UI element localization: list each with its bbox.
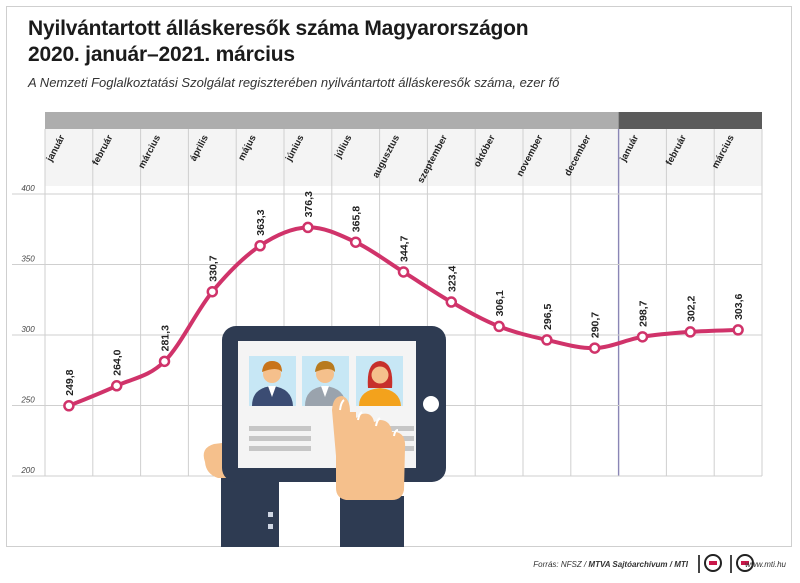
screen-text-line — [249, 426, 311, 431]
data-label: 363,3 — [255, 209, 267, 235]
pointing-hand-icon — [332, 396, 406, 500]
data-point — [493, 320, 505, 333]
data-point — [110, 380, 123, 392]
footer-separator — [698, 555, 700, 573]
data-point — [254, 239, 266, 252]
month-header — [45, 112, 762, 186]
person-avatar-icon — [356, 356, 403, 406]
data-point — [206, 285, 219, 298]
left-sleeve-button — [268, 512, 273, 517]
data-label: 264,0 — [112, 349, 124, 375]
tablet-home-button — [423, 396, 439, 412]
data-point — [63, 400, 75, 412]
chart-title-line-1: Nyilvántartott álláskeresők száma Magyar… — [28, 17, 529, 40]
chart-title-line-2: 2020. január–2021. március — [28, 43, 295, 66]
source-prefix: Forrás: NFSZ / — [533, 560, 589, 569]
data-label: 290,7 — [590, 312, 602, 338]
data-label: 303,6 — [733, 293, 745, 319]
person-avatar-icon — [249, 356, 296, 406]
data-point — [349, 236, 362, 248]
data-point — [588, 342, 601, 354]
left-sleeve-button — [268, 524, 273, 529]
data-point — [541, 334, 553, 346]
data-point — [158, 355, 171, 368]
y-tick-label: 300 — [21, 325, 35, 334]
y-tick-label: 200 — [20, 466, 35, 475]
screen-text-line — [249, 436, 311, 441]
y-axis-ticks: 200 250 300 350 400 — [20, 184, 35, 475]
data-label: 323,4 — [446, 266, 458, 292]
chart-title: Nyilvántartott álláskeresők száma Magyar… — [28, 16, 529, 68]
data-point — [684, 326, 697, 338]
website-url: www.mti.hu — [745, 560, 786, 569]
y-tick-label: 250 — [20, 396, 35, 405]
series-line — [63, 221, 744, 412]
footer-separator — [730, 555, 732, 573]
data-label: 249,8 — [64, 369, 76, 395]
data-point — [732, 324, 744, 336]
data-label: 306,1 — [494, 290, 506, 316]
data-point — [636, 331, 649, 343]
month-header-band — [45, 129, 762, 186]
period-header-bar — [45, 112, 619, 129]
data-point — [302, 221, 314, 234]
data-label: 298,7 — [638, 300, 650, 326]
source-archive: MTVA Sajtóarchívum / MTI — [588, 560, 688, 569]
left-sleeve — [221, 470, 279, 547]
data-label: 302,2 — [685, 295, 697, 321]
data-point — [445, 296, 458, 308]
chart-subtitle: A Nemzeti Foglalkoztatási Szolgálat regi… — [28, 75, 560, 90]
y-tick-label: 350 — [21, 255, 35, 264]
data-label: 281,3 — [160, 325, 172, 351]
footer: Forrás: NFSZ / MTVA Sajtóarchívum / MTI … — [0, 547, 800, 583]
data-point — [397, 266, 410, 278]
mtva-logo-icon — [704, 554, 722, 572]
right-sleeve — [340, 496, 404, 547]
data-label: 330,7 — [207, 255, 219, 281]
period-header-bar — [618, 112, 762, 129]
data-label: 344,7 — [399, 236, 411, 262]
data-labels: 249,8 264,0 281,3 330,7 363,3 376,3 365,8 344,7… — [64, 191, 745, 396]
data-label: 376,3 — [303, 191, 315, 217]
tablet-illustration — [203, 326, 446, 547]
source-credit: Forrás: NFSZ / MTVA Sajtóarchívum / MTI — [533, 560, 688, 569]
mti-logo-icon — [736, 554, 754, 572]
y-tick-label: 400 — [21, 184, 35, 193]
data-label: 296,5 — [542, 303, 554, 329]
screen-text-line — [249, 446, 311, 451]
data-label: 365,8 — [351, 206, 363, 232]
